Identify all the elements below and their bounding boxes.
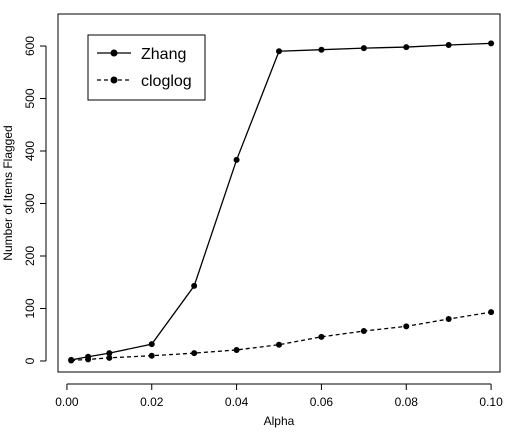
x-axis-title: Alpha xyxy=(264,414,295,428)
data-point xyxy=(360,45,367,52)
data-point xyxy=(318,333,325,340)
x-tick-label: 0.06 xyxy=(310,395,334,409)
y-tick-label: 300 xyxy=(23,193,37,213)
data-point xyxy=(445,315,452,322)
data-point xyxy=(233,156,240,163)
y-tick-label: 600 xyxy=(23,36,37,56)
data-point xyxy=(276,48,282,55)
data-point xyxy=(148,341,155,348)
data-point xyxy=(276,341,282,348)
data-point xyxy=(445,41,452,48)
plot-frame xyxy=(57,13,501,373)
data-point xyxy=(85,356,92,363)
legend-marker xyxy=(110,76,118,84)
x-tick-label: 0.02 xyxy=(140,395,164,409)
y-tick-label: 100 xyxy=(23,298,37,318)
data-point xyxy=(360,328,367,335)
x-tick-label: 0.10 xyxy=(479,395,503,409)
data-point xyxy=(68,357,75,364)
data-point xyxy=(191,350,198,357)
data-point xyxy=(191,282,198,289)
x-tick-label: 0.08 xyxy=(395,395,419,409)
data-point xyxy=(233,346,240,353)
x-tick-label: 0.00 xyxy=(55,395,79,409)
data-point xyxy=(403,323,410,330)
legend-box xyxy=(87,34,206,101)
y-axis-title: Number of Items Flagged xyxy=(1,125,15,260)
data-point xyxy=(106,350,113,357)
series-line xyxy=(71,311,492,362)
legend-label: cloglog xyxy=(141,73,192,90)
data-point xyxy=(488,309,495,316)
series-line xyxy=(71,42,492,361)
data-point xyxy=(403,44,410,51)
data-point xyxy=(148,352,155,359)
y-tick-label: 500 xyxy=(23,88,37,108)
data-point xyxy=(318,46,325,53)
y-tick-label: 400 xyxy=(23,141,37,161)
y-tick-label: 200 xyxy=(23,246,37,266)
legend-label: Zhang xyxy=(141,46,186,63)
y-tick-label: 0 xyxy=(23,357,37,364)
data-point xyxy=(488,40,495,47)
legend-marker xyxy=(110,49,118,57)
data-point xyxy=(106,354,113,361)
x-tick-label: 0.04 xyxy=(225,395,249,409)
